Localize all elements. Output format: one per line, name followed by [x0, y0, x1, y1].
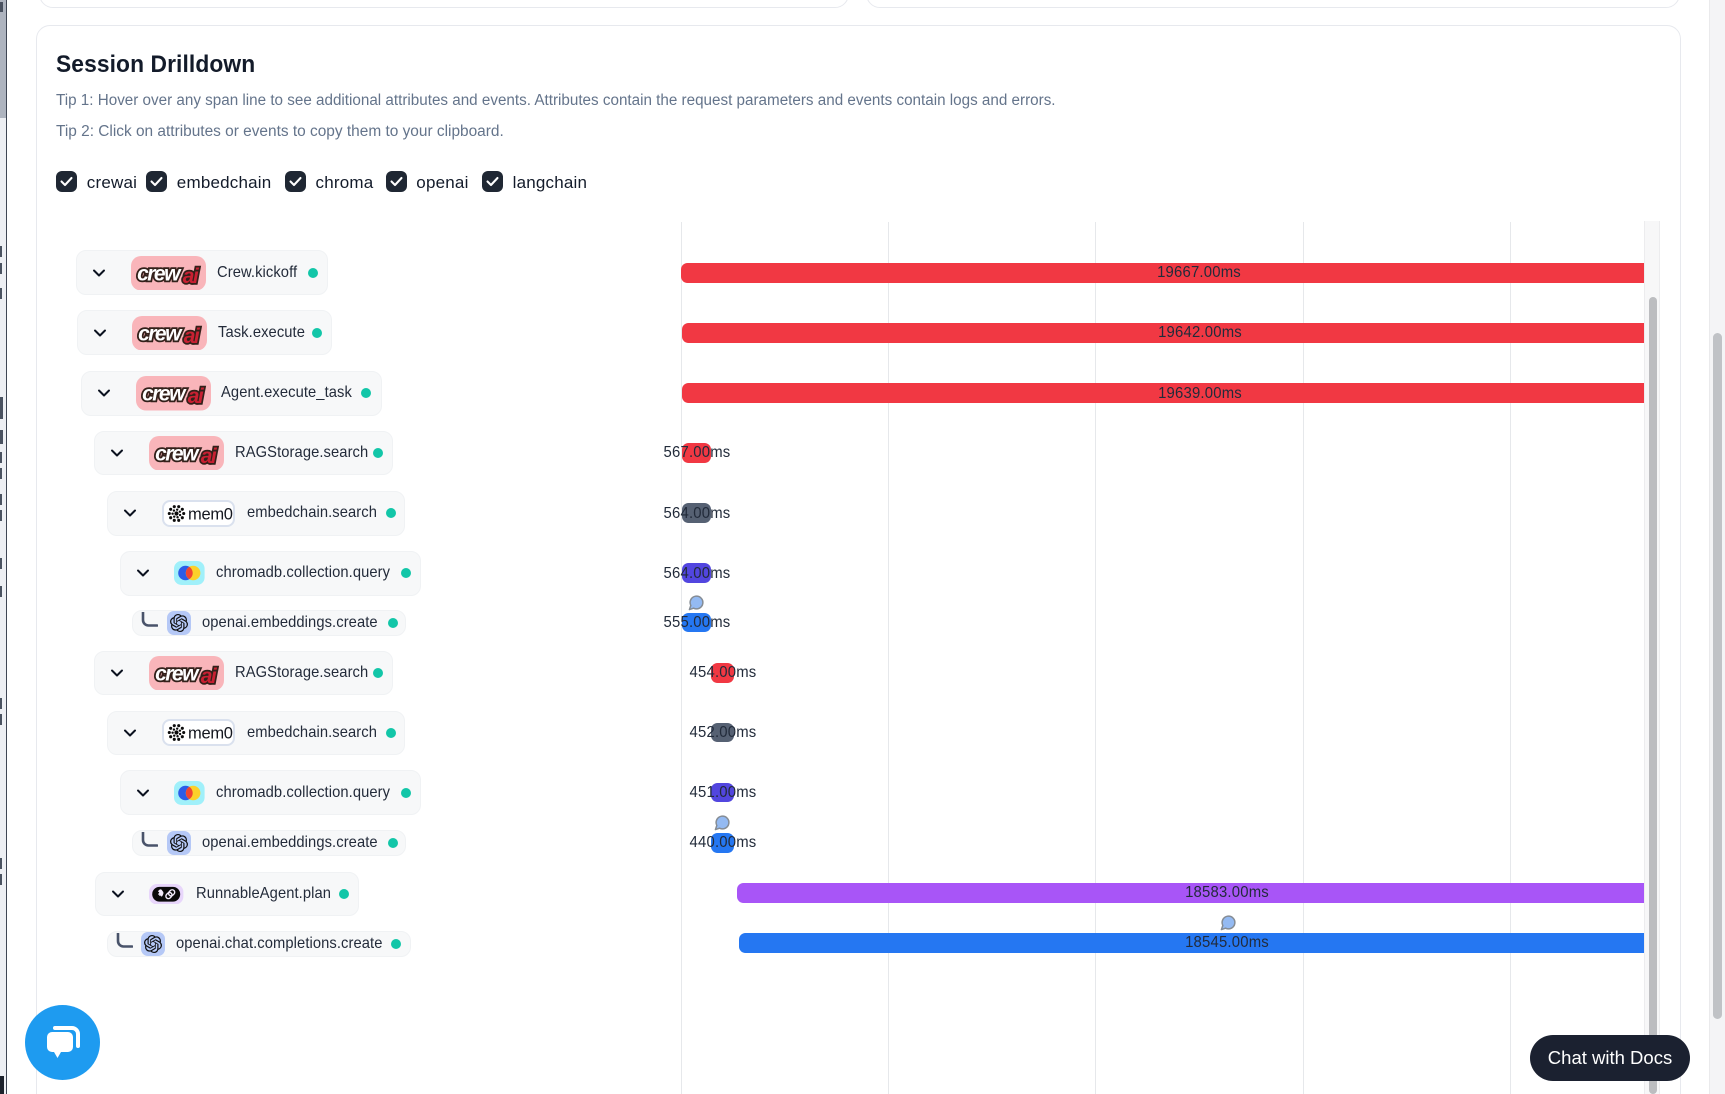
svg-text:crew: crew — [155, 662, 200, 685]
svg-text:crew: crew — [137, 262, 182, 285]
svg-text:crew: crew — [142, 383, 187, 406]
svg-text:crew: crew — [138, 322, 183, 345]
svg-text:mem0: mem0 — [188, 725, 233, 743]
svg-text:mem0: mem0 — [188, 505, 233, 523]
svg-text:crew: crew — [155, 442, 200, 465]
